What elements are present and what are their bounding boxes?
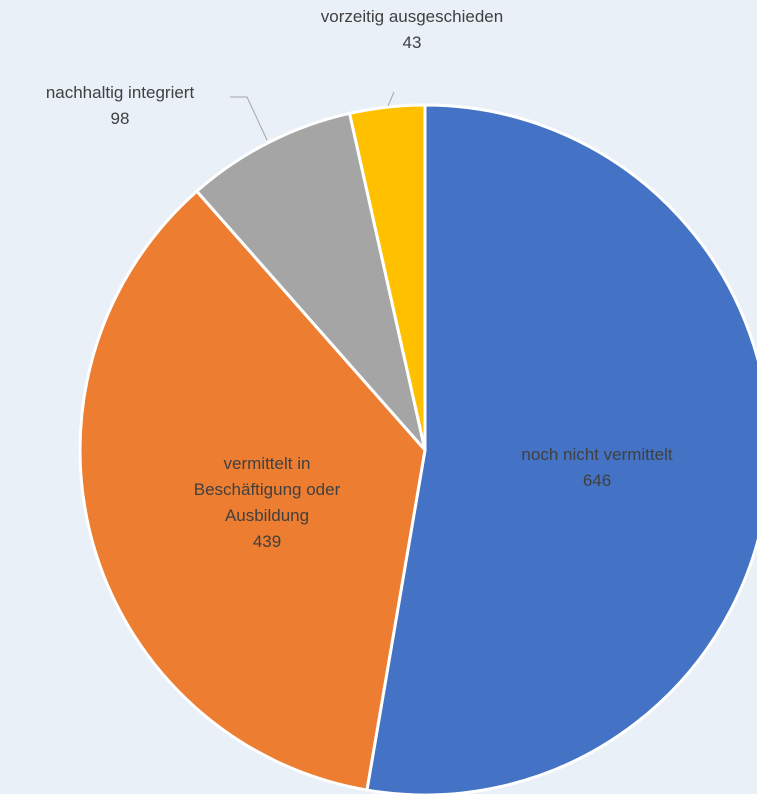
data-label: vermittelt in Beschäftigung oder Ausbild… bbox=[182, 451, 352, 555]
leader-line bbox=[230, 96, 268, 141]
leader-line bbox=[387, 91, 395, 107]
value-label: 646 bbox=[582, 471, 612, 490]
pie-slice bbox=[347, 103, 427, 451]
category-label: vermittelt in Beschäftigung oder Ausbild… bbox=[193, 454, 341, 525]
value-label: 439 bbox=[252, 532, 282, 551]
category-label: noch nicht vermittelt bbox=[521, 445, 673, 464]
data-label: noch nicht vermittelt 646 bbox=[477, 442, 717, 494]
category-label: nachhaltig integriert bbox=[45, 83, 195, 102]
data-label: vorzeitig ausgeschieden 43 bbox=[317, 4, 507, 56]
data-label: nachhaltig integriert 98 bbox=[0, 80, 240, 132]
pie-slice bbox=[78, 189, 427, 792]
value-label: 98 bbox=[110, 109, 130, 128]
pie-slice bbox=[365, 103, 757, 794]
category-label: vorzeitig ausgeschieden bbox=[320, 7, 504, 26]
value-label: 43 bbox=[402, 33, 422, 52]
